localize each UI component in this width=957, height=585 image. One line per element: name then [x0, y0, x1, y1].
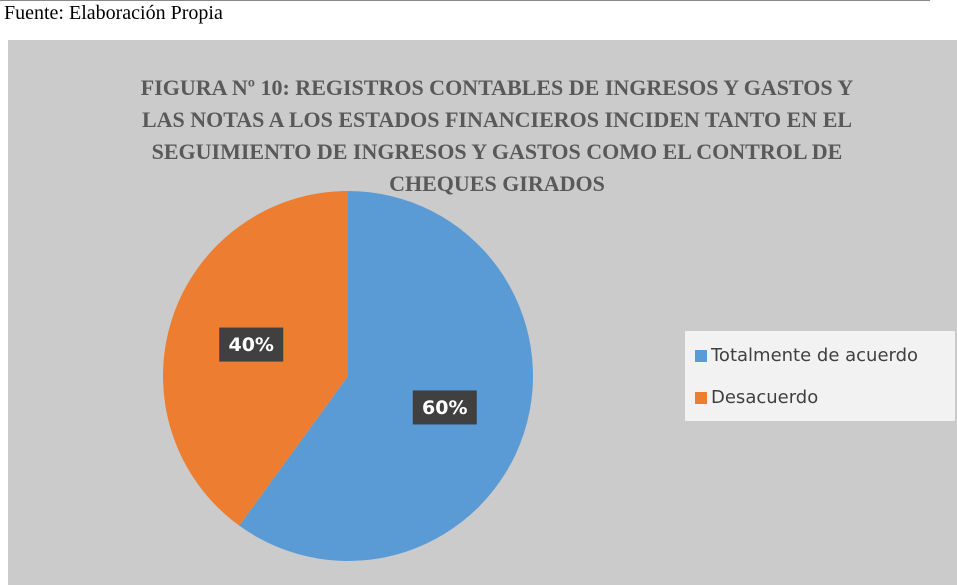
- legend-label: Desacuerdo: [711, 387, 818, 408]
- data-label-box: [412, 390, 477, 425]
- legend-swatch: [695, 350, 707, 362]
- legend-label: Totalmente de acuerdo: [710, 345, 918, 366]
- data-label-box: [219, 327, 284, 362]
- data-label: 60%: [422, 397, 467, 419]
- legend-swatch: [695, 392, 707, 404]
- pie-slice: [239, 191, 533, 561]
- legend-box: [685, 331, 955, 421]
- rule: [0, 0, 930, 1]
- data-label: 40%: [228, 334, 273, 356]
- source-note: Fuente: Elaboración Propia: [4, 2, 223, 24]
- chart-title: FIGURA Nº 10: REGISTROS CONTABLES DE ING…: [140, 75, 854, 196]
